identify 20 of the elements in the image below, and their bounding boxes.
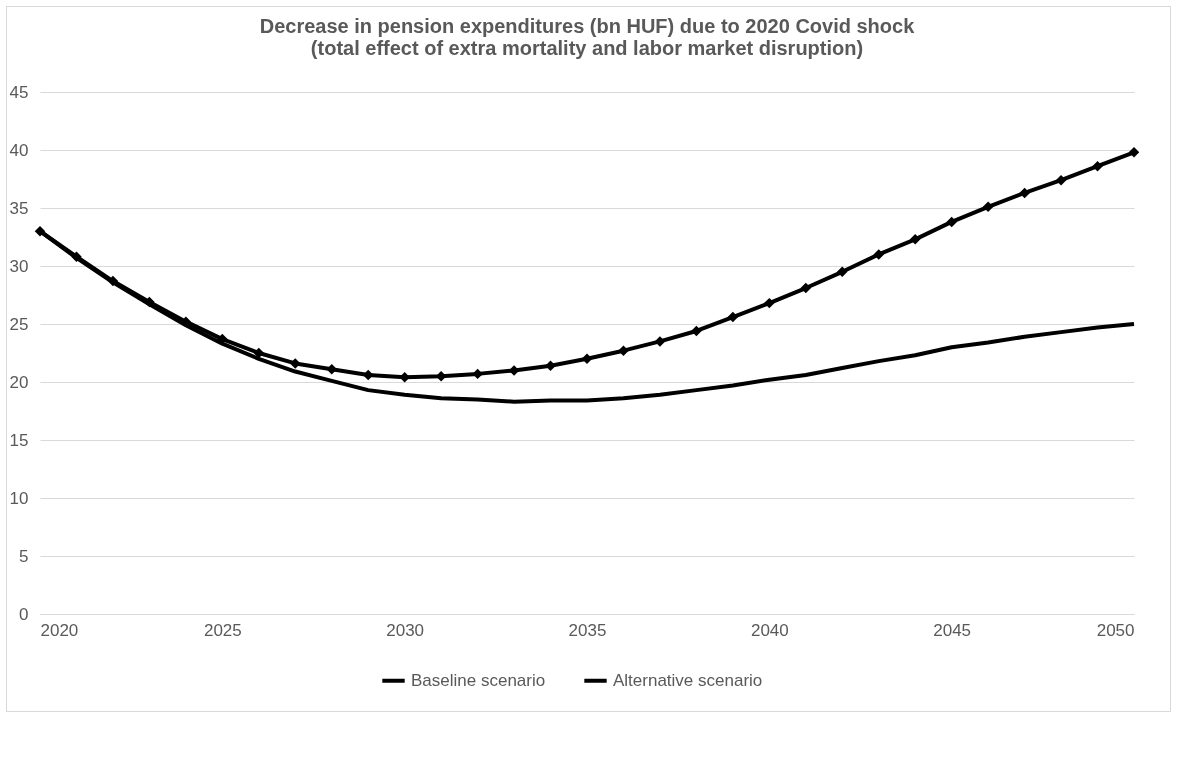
y-tick-label: 40 [9, 140, 29, 160]
legend-label: Baseline scenario [411, 670, 546, 690]
y-tick-label: 45 [9, 82, 29, 102]
x-tick-label: 2025 [203, 620, 242, 640]
y-tick-label: 5 [19, 546, 29, 566]
y-tick-label: 15 [9, 430, 29, 450]
x-tick-label: 2020 [40, 620, 79, 640]
x-tick-label: 2030 [386, 620, 425, 640]
x-tick-label: 2035 [568, 620, 607, 640]
legend-label: Alternative scenario [613, 670, 763, 690]
y-tick-label: 0 [19, 604, 29, 624]
x-tick-label: 2050 [1096, 620, 1135, 640]
x-tick-label: 2040 [750, 620, 789, 640]
y-tick-label: 25 [9, 314, 29, 334]
y-tick-label: 20 [9, 372, 29, 392]
y-tick-label: 35 [9, 198, 29, 218]
x-tick-label: 2045 [933, 620, 972, 640]
y-tick-label: 30 [9, 256, 29, 276]
chart-title: Decrease in pension expenditures (bn HUF) due to 2020 Covid shock (total effect of extra mortality and labor market disruption) [259, 15, 916, 59]
y-tick-label: 10 [9, 488, 29, 508]
